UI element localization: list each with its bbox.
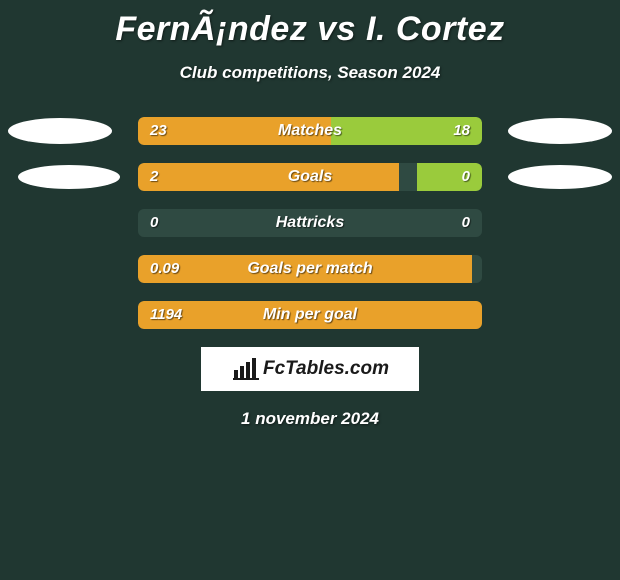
metric-label: Goals xyxy=(138,163,482,191)
metric-label: Matches xyxy=(138,117,482,145)
value-right: 0 xyxy=(462,163,470,191)
value-right: 0 xyxy=(462,209,470,237)
stat-row: 23 Matches 18 xyxy=(0,117,620,145)
page-subtitle: Club competitions, Season 2024 xyxy=(0,63,620,83)
bar-chart-icon xyxy=(231,358,259,380)
player-marker-right xyxy=(508,118,612,144)
stat-row: 0.09 Goals per match xyxy=(0,255,620,283)
logo-text: FcTables.com xyxy=(263,358,389,380)
stat-row: 2 Goals 0 xyxy=(0,163,620,191)
value-right: 18 xyxy=(453,117,470,145)
player-marker-right xyxy=(508,165,612,189)
fctables-logo: FcTables.com xyxy=(201,347,419,391)
metric-label: Min per goal xyxy=(138,301,482,329)
player-marker-left xyxy=(8,118,112,144)
date-label: 1 november 2024 xyxy=(0,409,620,429)
page-title: FernÃ¡ndez vs I. Cortez xyxy=(0,0,620,49)
metric-label: Hattricks xyxy=(138,209,482,237)
player-marker-left xyxy=(18,165,120,189)
stat-row: 1194 Min per goal xyxy=(0,301,620,329)
metric-label: Goals per match xyxy=(138,255,482,283)
comparison-chart: 23 Matches 18 2 Goals 0 0 Hattricks 0 0.… xyxy=(0,117,620,329)
stat-row: 0 Hattricks 0 xyxy=(0,209,620,237)
